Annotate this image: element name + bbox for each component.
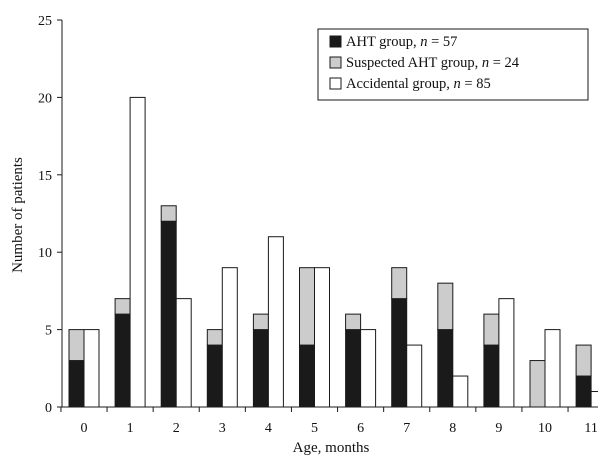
bar-suspected-aht-8-suspected-aht-1: [437, 282, 454, 331]
x-tick-label-7: 7: [403, 421, 410, 436]
bar-suspected-aht-6-suspected-aht-0: [345, 329, 362, 408]
bar-accidental-3-accidental-2: [221, 267, 238, 408]
y-tick-label-10: 10: [38, 246, 52, 261]
bar-accidental-4-accidental-2: [267, 236, 284, 408]
x-tick-label-10: 10: [538, 421, 552, 436]
bar-suspected-aht-5-suspected-aht-0: [299, 344, 315, 408]
bar-suspected-aht-2-suspected-aht-1: [160, 205, 177, 222]
legend-swatch-2: [329, 77, 342, 90]
bar-accidental-11-accidental-2: [590, 391, 598, 408]
bar-accidental-10-accidental-2: [544, 329, 561, 408]
bar-suspected-aht-5-suspected-aht-1: [299, 267, 315, 346]
bar-suspected-aht-4-suspected-aht-1: [252, 313, 269, 331]
bar-accidental-8-accidental-2: [452, 375, 469, 408]
bar-suspected-aht-1-suspected-aht-0: [114, 313, 131, 408]
ticks-layer: 0 5 10 15 20 25 0 1 2 3 4 5 6 7 8 9 10 11: [38, 14, 598, 436]
x-tick-label-6: 6: [357, 421, 364, 436]
legend-entry-2: Accidental group, n = 85: [346, 76, 491, 92]
bars-layer: [68, 96, 598, 408]
x-tick-label-5: 5: [311, 421, 318, 436]
x-tick-label-8: 8: [449, 421, 456, 436]
bar-suspected-aht-4-suspected-aht-0: [252, 329, 269, 408]
bar-accidental-7-accidental-2: [406, 344, 423, 408]
bar-suspected-aht-1-suspected-aht-1: [114, 298, 131, 315]
x-tick-label-0: 0: [81, 421, 88, 436]
legend: AHT group, n = 57 Suspected AHT group, n …: [317, 28, 589, 101]
x-tick-label-4: 4: [265, 421, 272, 436]
legend-entry-0: AHT group, n = 57: [346, 34, 457, 50]
bar-suspected-aht-0-suspected-aht-1: [68, 329, 85, 362]
y-tick-label-25: 25: [38, 14, 52, 29]
bar-suspected-aht-3-suspected-aht-1: [206, 329, 223, 346]
bar-suspected-aht-9-suspected-aht-0: [483, 344, 500, 408]
x-tick-label-3: 3: [219, 421, 226, 436]
legend-swatch-0: [329, 35, 342, 48]
bar-suspected-aht-8-suspected-aht-0: [437, 329, 454, 408]
bar-accidental-0-accidental-2: [83, 329, 100, 408]
legend-swatch-1: [329, 56, 342, 69]
y-tick-label-5: 5: [45, 324, 52, 339]
x-tick-label-1: 1: [127, 421, 134, 436]
bar-accidental-1-accidental-2: [129, 96, 146, 408]
bar-accidental-5-accidental-2: [314, 267, 330, 408]
bar-accidental-6-accidental-2: [360, 329, 377, 408]
bar-suspected-aht-9-suspected-aht-1: [483, 313, 500, 346]
bar-suspected-aht-6-suspected-aht-1: [345, 313, 362, 331]
y-tick-label-0: 0: [45, 401, 52, 416]
y-tick-label-20: 20: [38, 91, 52, 106]
legend-entry-1: Suspected AHT group, n = 24: [346, 55, 520, 71]
bar-suspected-aht-11-suspected-aht-0: [575, 375, 592, 408]
bar-accidental-2-accidental-2: [175, 298, 192, 408]
y-axis-title: Number of patients: [10, 157, 26, 273]
bar-suspected-aht-7-suspected-aht-0: [391, 298, 408, 408]
legend-box: [317, 28, 589, 101]
bar-suspected-aht-3-suspected-aht-0: [206, 344, 223, 408]
axes-layer: [61, 20, 598, 408]
x-tick-label-11: 11: [584, 421, 597, 436]
bar-suspected-aht-10-suspected-aht-1: [529, 360, 546, 408]
x-tick-label-2: 2: [173, 421, 180, 436]
bar-suspected-aht-2-suspected-aht-0: [160, 220, 177, 408]
bar-accidental-9-accidental-2: [498, 298, 515, 408]
x-tick-label-9: 9: [495, 421, 502, 436]
bar-suspected-aht-0-suspected-aht-0: [68, 360, 85, 408]
y-tick-label-15: 15: [38, 169, 52, 184]
bar-suspected-aht-11-suspected-aht-1: [575, 344, 592, 377]
x-axis-title: Age, months: [293, 440, 370, 456]
bar-suspected-aht-7-suspected-aht-1: [391, 267, 408, 300]
